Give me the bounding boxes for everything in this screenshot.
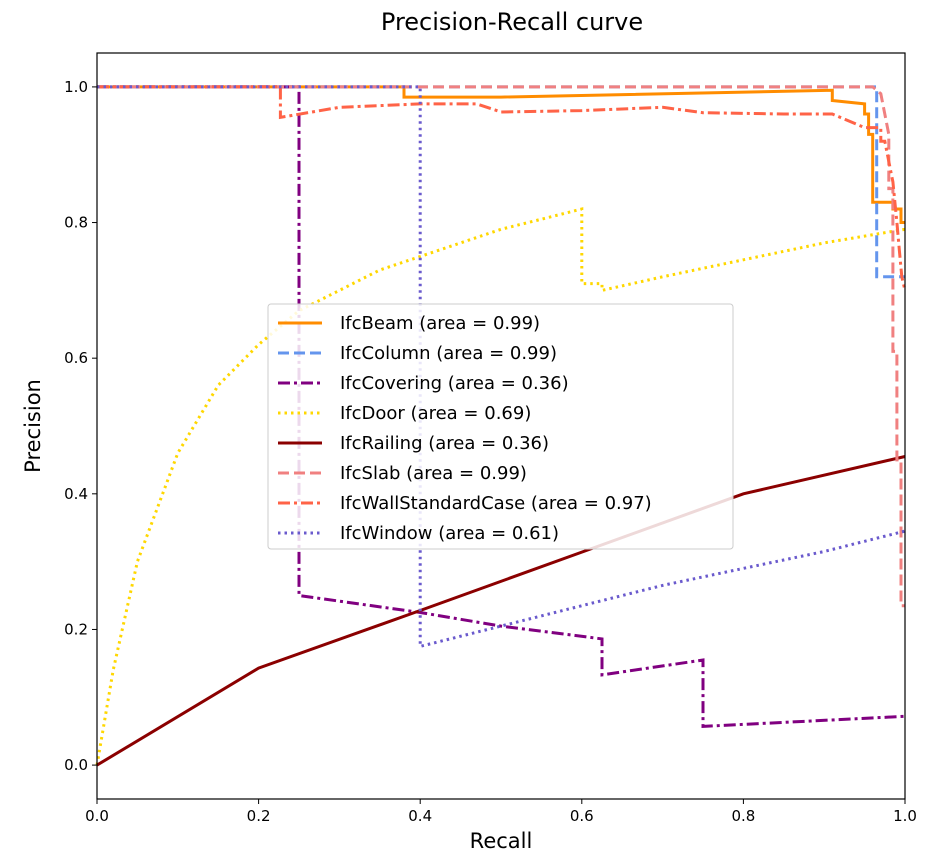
series-line-3	[95, 207, 906, 766]
plot-frame	[96, 52, 906, 800]
legend-label-7: IfcWindow (area = 0.61)	[340, 523, 559, 544]
legend-label-5: IfcSlab (area = 0.99)	[340, 463, 527, 484]
x-tick-label: 0.6	[570, 807, 594, 825]
legend-label-4: IfcRailing (area = 0.36)	[340, 433, 549, 454]
x-tick-label: 0.0	[85, 807, 109, 825]
legend-label-2: IfcCovering (area = 0.36)	[340, 373, 569, 394]
y-tick-label: 0.2	[64, 620, 88, 638]
legend-box	[267, 303, 734, 550]
series-line-4	[96, 455, 906, 767]
series-line-0	[97, 85, 905, 224]
series-line-6	[97, 85, 907, 291]
y-tick-label: 0.0	[64, 756, 88, 774]
y-tick-label: 0.4	[64, 485, 88, 503]
y-tick-label: 1.0	[64, 78, 88, 96]
y-tick-label: 0.6	[64, 349, 88, 367]
x-tick-label: 0.8	[731, 807, 755, 825]
legend-label-0: IfcBeam (area = 0.99)	[340, 313, 540, 334]
legend-label-3: IfcDoor (area = 0.69)	[340, 403, 531, 424]
x-tick-label: 0.4	[408, 807, 432, 825]
chart-title: Precision-Recall curve	[381, 8, 643, 36]
x-tick-label: 1.0	[893, 807, 917, 825]
y-axis-label: Precision	[21, 379, 45, 473]
legend-label-1: IfcColumn (area = 0.99)	[340, 343, 557, 364]
plot-lines	[95, 85, 907, 767]
x-tick-label: 0.2	[247, 807, 271, 825]
axis-ticks: 0.0 0.2 0.4 0.6 0.8 1.0 0.0 0.2 0.4 0.6 0.8 1.0	[64, 78, 917, 825]
legend: IfcBeam (area = 0.99) IfcColumn (area = 0…	[267, 303, 734, 550]
y-tick-label: 0.8	[64, 214, 88, 232]
legend-label-6: IfcWallStandardCase (area = 0.97)	[340, 493, 652, 514]
x-axis-label: Recall	[470, 829, 533, 853]
